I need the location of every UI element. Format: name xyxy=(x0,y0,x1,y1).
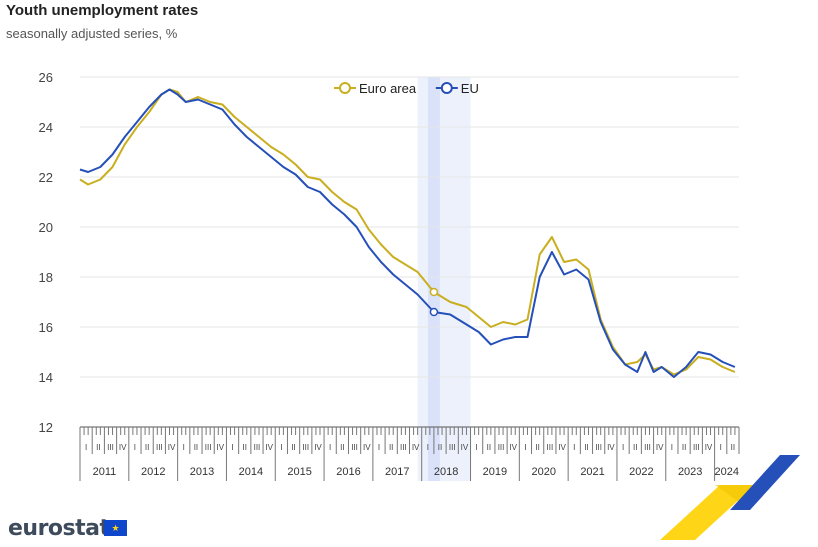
x-year-label: 2012 xyxy=(141,466,165,478)
x-year-label: 2011 xyxy=(93,466,117,478)
x-quarter-label: III xyxy=(156,443,163,452)
x-quarter-label: I xyxy=(134,443,136,452)
x-quarter-label: IV xyxy=(607,443,615,452)
x-quarter-label: III xyxy=(254,443,261,452)
x-quarter-label: IV xyxy=(705,443,713,452)
y-axis: 12 14 16 18 20 22 24 26 xyxy=(39,70,53,435)
x-quarter-label: IV xyxy=(509,443,517,452)
x-quarter-label: I xyxy=(573,443,575,452)
x-quarter-label: II xyxy=(731,443,735,452)
x-quarter-label: I xyxy=(183,443,185,452)
legend-marker xyxy=(440,82,453,94)
x-quarter-label: I xyxy=(524,443,526,452)
x-quarter-label: III xyxy=(400,443,407,452)
x-quarter-label: II xyxy=(96,443,100,452)
x-quarter-label: IV xyxy=(363,443,371,452)
x-quarter-label: III xyxy=(498,443,505,452)
x-quarter-label: IV xyxy=(217,443,225,452)
x-year-label: 2021 xyxy=(580,466,604,478)
series-lines[interactable] xyxy=(79,88,736,378)
x-quarter-label: I xyxy=(671,443,673,452)
x-year-label: 2015 xyxy=(287,466,311,478)
x-quarter-label: III xyxy=(644,443,651,452)
highlight-band xyxy=(417,77,471,481)
x-quarter-label: III xyxy=(302,443,309,452)
x-quarter-label: IV xyxy=(412,443,420,452)
x-quarter-label: IV xyxy=(461,443,469,452)
x-quarter-label: IV xyxy=(314,443,322,452)
x-quarter-label: III xyxy=(351,443,358,452)
x-quarter-label: III xyxy=(449,443,456,452)
x-quarter-label: I xyxy=(231,443,233,452)
x-quarter-label: II xyxy=(145,443,149,452)
x-quarter-label: IV xyxy=(168,443,176,452)
x-quarter-label: I xyxy=(720,443,722,452)
legend-marker xyxy=(339,82,351,94)
x-quarter-label: II xyxy=(438,443,442,452)
chart-title: Youth unemployment rates xyxy=(6,2,199,19)
x-year-label: 2013 xyxy=(190,466,214,478)
highlight-band-rect xyxy=(417,77,471,481)
y-tick-label: 24 xyxy=(39,120,53,135)
x-quarter-label: IV xyxy=(265,443,273,452)
x-quarter-label: IV xyxy=(656,443,664,452)
x-quarter-label: I xyxy=(329,443,331,452)
x-quarter-label: II xyxy=(194,443,198,452)
y-tick-label: 14 xyxy=(39,370,53,385)
x-quarter-label: III xyxy=(547,443,554,452)
x-quarter-label: IV xyxy=(119,443,127,452)
chart-subtitle: seasonally adjusted series, % xyxy=(6,26,178,41)
x-quarter-label: II xyxy=(682,443,686,452)
x-year-label: 2016 xyxy=(336,466,360,478)
x-quarter-label: II xyxy=(633,443,637,452)
legend-label: Euro area xyxy=(359,81,417,96)
y-tick-label: 22 xyxy=(39,170,53,185)
x-quarter-label: II xyxy=(584,443,588,452)
x-quarter-label: III xyxy=(205,443,212,452)
x-quarter-label: II xyxy=(535,443,539,452)
x-year-label: 2019 xyxy=(483,466,507,478)
x-quarter-label: II xyxy=(340,443,344,452)
x-year-label: 2020 xyxy=(531,466,555,478)
y-tick-label: 16 xyxy=(39,320,53,335)
y-tick-label: 20 xyxy=(39,220,53,235)
legend[interactable]: Euro area EU xyxy=(334,81,479,96)
y-tick-label: 26 xyxy=(39,70,53,85)
legend-label: EU xyxy=(461,81,479,96)
x-year-label: 2014 xyxy=(239,466,263,478)
eurostat-logo: eurostat xyxy=(8,516,110,541)
eurostat-swoosh-icon xyxy=(660,455,800,540)
x-quarter-label: I xyxy=(280,443,282,452)
series-line-eu xyxy=(79,88,736,378)
x-quarter-label: I xyxy=(476,443,478,452)
x-year-label: 2024 xyxy=(715,466,739,478)
x-year-label: 2018 xyxy=(434,466,458,478)
x-quarter-label: III xyxy=(595,443,602,452)
x-year-label: 2017 xyxy=(385,466,409,478)
series-point-eu xyxy=(429,307,439,317)
x-quarter-label: III xyxy=(107,443,114,452)
x-quarter-label: I xyxy=(378,443,380,452)
x-year-label: 2023 xyxy=(678,466,702,478)
x-quarter-label: II xyxy=(487,443,491,452)
y-tick-label: 12 xyxy=(39,420,53,435)
x-quarter-label: IV xyxy=(558,443,566,452)
eu-flag-icon: ★ xyxy=(104,520,127,536)
x-quarter-label: III xyxy=(693,443,700,452)
x-quarter-label: II xyxy=(291,443,295,452)
y-tick-label: 18 xyxy=(39,270,53,285)
x-quarter-label: I xyxy=(85,443,87,452)
series-line-euro-area xyxy=(79,88,736,376)
x-year-label: 2022 xyxy=(629,466,653,478)
x-quarter-label: I xyxy=(427,443,429,452)
highlight-marker-band xyxy=(427,77,440,481)
x-quarter-label: II xyxy=(389,443,393,452)
x-quarter-label: I xyxy=(622,443,624,452)
x-quarter-label: II xyxy=(243,443,247,452)
grid-lines xyxy=(80,76,739,428)
series-point-euro-area xyxy=(429,287,439,297)
